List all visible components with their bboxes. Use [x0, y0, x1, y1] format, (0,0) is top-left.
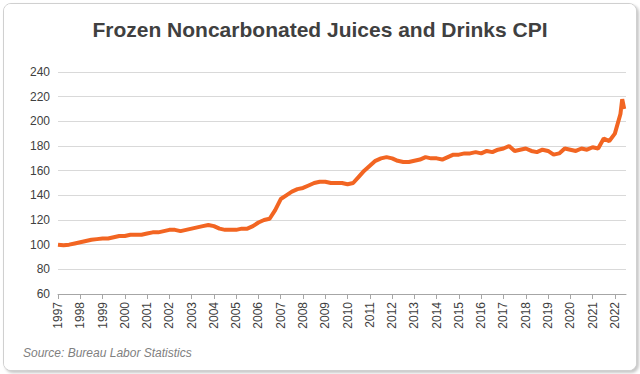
- svg-text:180: 180: [30, 139, 50, 153]
- svg-text:1998: 1998: [73, 302, 87, 329]
- svg-text:2007: 2007: [274, 302, 288, 329]
- svg-text:80: 80: [37, 262, 51, 276]
- svg-text:200: 200: [30, 114, 50, 128]
- svg-text:2012: 2012: [385, 302, 399, 329]
- svg-text:2022: 2022: [608, 302, 622, 329]
- svg-text:Source: Bureau Labor Statistic: Source: Bureau Labor Statistics: [23, 346, 192, 360]
- svg-text:2017: 2017: [496, 302, 510, 329]
- svg-text:2003: 2003: [185, 302, 199, 329]
- svg-text:1999: 1999: [96, 302, 110, 329]
- svg-text:2015: 2015: [452, 302, 466, 329]
- svg-text:Frozen Noncarbonated Juices an: Frozen Noncarbonated Juices and Drinks C…: [92, 18, 547, 41]
- svg-text:2016: 2016: [474, 302, 488, 329]
- svg-text:2008: 2008: [296, 302, 310, 329]
- svg-text:2013: 2013: [407, 302, 421, 329]
- svg-text:120: 120: [30, 213, 50, 227]
- svg-text:2004: 2004: [207, 302, 221, 329]
- svg-text:2002: 2002: [162, 302, 176, 329]
- svg-text:100: 100: [30, 238, 50, 252]
- svg-text:1997: 1997: [51, 302, 65, 329]
- svg-text:140: 140: [30, 188, 50, 202]
- svg-text:2009: 2009: [318, 302, 332, 329]
- svg-text:160: 160: [30, 164, 50, 178]
- svg-text:2021: 2021: [586, 302, 600, 329]
- svg-text:2014: 2014: [430, 302, 444, 329]
- svg-text:2018: 2018: [519, 302, 533, 329]
- svg-text:2010: 2010: [341, 302, 355, 329]
- svg-text:220: 220: [30, 90, 50, 104]
- svg-text:2006: 2006: [251, 302, 265, 329]
- svg-text:240: 240: [30, 65, 50, 79]
- svg-text:2005: 2005: [229, 302, 243, 329]
- svg-text:2019: 2019: [541, 302, 555, 329]
- svg-text:60: 60: [37, 287, 51, 301]
- svg-text:2000: 2000: [118, 302, 132, 329]
- svg-text:2011: 2011: [363, 302, 377, 328]
- svg-text:2001: 2001: [140, 302, 154, 329]
- svg-text:2020: 2020: [563, 302, 577, 329]
